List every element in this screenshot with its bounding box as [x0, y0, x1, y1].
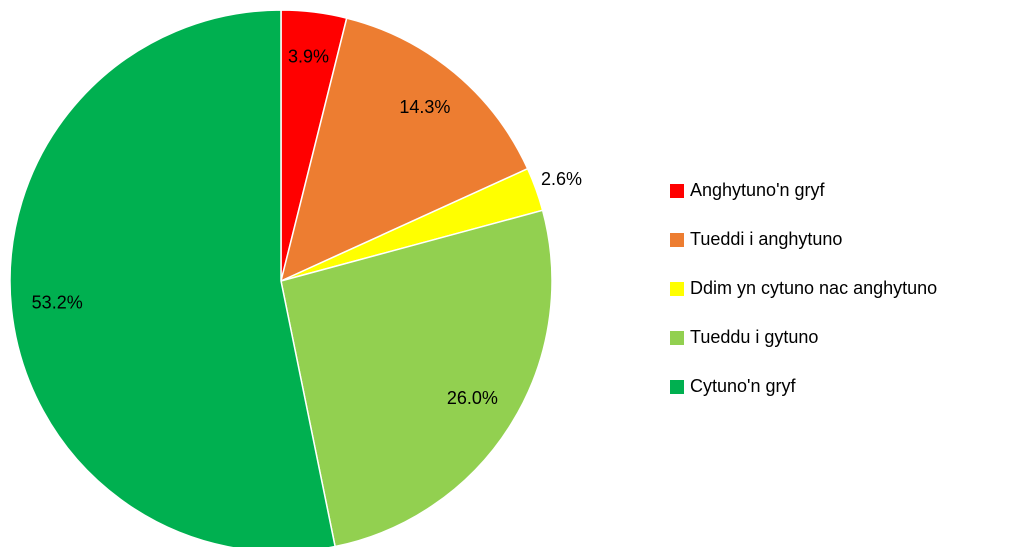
legend-swatch — [670, 282, 684, 296]
data-label: 3.9% — [288, 47, 329, 67]
legend-swatch — [670, 233, 684, 247]
legend-label: Anghytuno'n gryf — [690, 180, 826, 200]
legend-label: Tueddi i anghytuno — [690, 229, 842, 249]
data-label: 14.3% — [399, 97, 450, 117]
legend-label: Cytuno'n gryf — [690, 376, 796, 396]
data-label: 2.6% — [541, 169, 582, 189]
legend-label: Tueddu i gytuno — [690, 327, 818, 347]
legend-swatch — [670, 380, 684, 394]
legend-swatch — [670, 331, 684, 345]
legend-swatch — [670, 184, 684, 198]
pie-slice — [280, 209, 553, 547]
data-label: 53.2% — [32, 292, 83, 312]
pie-slice — [9, 9, 336, 547]
pie-slice — [279, 17, 529, 283]
data-label: 26.0% — [447, 388, 498, 408]
legend-label: Ddim yn cytuno nac anghytuno — [690, 278, 937, 298]
